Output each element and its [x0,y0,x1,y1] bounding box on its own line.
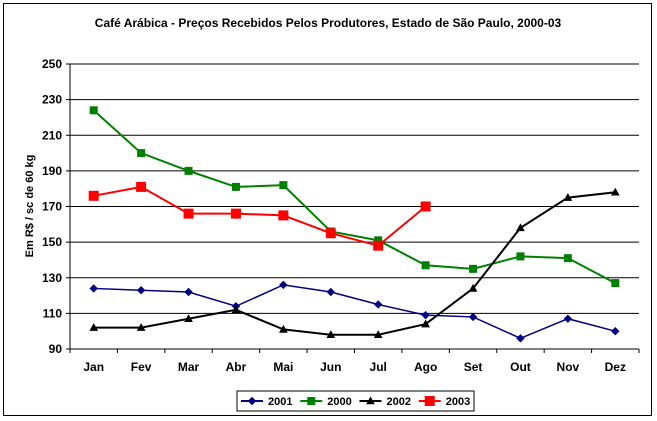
data-point [421,310,430,320]
data-point [89,106,98,115]
data-point [421,261,430,270]
data-point [563,193,573,201]
chart-title: Café Arábica - Preços Recebidos Pelos Pr… [95,16,562,30]
series-2002 [89,187,620,339]
y-tick-label: 150 [42,235,62,249]
legend-box [236,390,475,412]
data-point [611,326,620,336]
data-point [420,201,431,212]
data-point [230,208,241,219]
legend-item-2003: 2003 [418,396,470,408]
data-point [183,208,194,219]
legend-label: 2000 [327,396,351,408]
data-point [563,314,573,323]
data-point [469,264,478,273]
data-point [279,324,288,333]
axes [69,64,640,353]
data-point [326,287,335,297]
x-tick-label: Dez [605,360,626,374]
y-tick-label: 190 [42,164,62,178]
data-point [516,252,525,261]
data-point [184,314,193,323]
data-point [468,283,478,292]
data-point [184,287,193,297]
data-point [373,240,384,251]
data-point [326,330,336,339]
data-point [184,166,193,175]
data-point [279,181,288,190]
data-point [421,319,430,328]
data-point [279,280,288,290]
legend-item-2001: 2001 [241,396,292,408]
series-line [93,109,616,284]
data-point [611,279,620,288]
legend-label: 2002 [387,396,411,408]
data-point [374,300,383,309]
x-tick-labels: Jan Fev Mar Abr Mai Jun Jul Ago Set Out Nov Dez [83,360,626,374]
legend-item-2002: 2002 [359,396,411,408]
data-point [516,334,525,343]
x-tick-label: Mai [273,360,293,374]
legend-item-2000: 2000 [300,396,352,408]
data-point [325,228,336,239]
data-point [89,323,99,331]
data-point [247,396,257,406]
data-point [468,312,478,322]
data-point [366,396,375,405]
x-tick-label: Set [464,360,483,374]
legend-label: 2003 [446,396,470,408]
gridlines [66,63,639,350]
data-point [88,190,99,201]
y-tick-label: 130 [42,271,62,285]
y-tick-label: 250 [42,57,62,71]
data-point [137,149,146,158]
x-tick-label: Fev [131,360,152,374]
y-tick-label: 210 [42,128,62,142]
data-point [610,187,620,196]
series-2003 [88,181,431,251]
x-tick-label: Ago [414,360,437,374]
y-tick-label: 90 [49,342,63,356]
chart-frame [3,3,652,416]
series-group [88,106,620,343]
series-2001 [89,280,620,343]
y-tick-label: 110 [43,306,63,320]
x-tick-label: Mar [178,360,200,374]
data-point [89,284,98,293]
data-point [231,305,241,314]
series-line [93,191,616,336]
data-point [307,397,316,405]
x-tick-label: Out [510,360,531,374]
data-point [231,182,240,191]
data-point [136,181,147,192]
data-point [136,323,146,331]
y-tick-label: 170 [42,200,62,214]
series-line [93,185,427,247]
y-tick-labels: 90 110 130 150 170 190 210 230 250 [42,57,62,356]
data-point [136,286,146,295]
data-point [563,254,572,263]
legend-label: 2001 [268,396,292,408]
x-tick-label: Jul [370,360,387,374]
data-point [516,223,525,232]
x-tick-label: Jan [83,360,104,374]
data-point [373,330,383,339]
y-axis-label: Em R$ / sc de 60 kg [24,155,36,258]
data-point [278,210,289,221]
y-tick-label: 230 [42,93,62,107]
series-line [93,284,616,340]
x-tick-label: Jun [320,360,341,374]
data-point [424,396,435,406]
series-2000 [89,106,620,288]
legend: 2001 2000 2002 2003 [236,390,475,412]
x-tick-label: Abr [226,360,247,374]
x-tick-label: Nov [557,360,580,374]
